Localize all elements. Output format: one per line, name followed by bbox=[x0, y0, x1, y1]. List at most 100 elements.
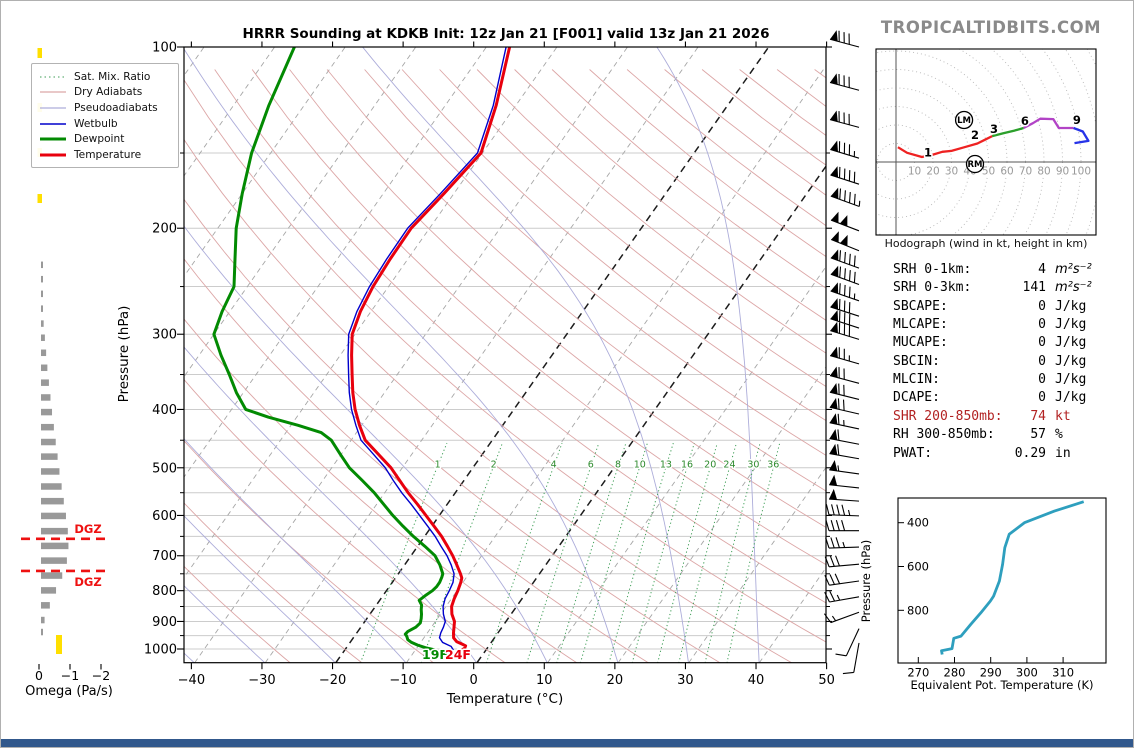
omega-bar bbox=[41, 290, 43, 298]
wind-barb bbox=[830, 187, 861, 207]
omega-bar bbox=[41, 483, 62, 490]
watermark-logo: TROPICALTIDBITS.COM bbox=[880, 18, 1102, 37]
temp-tick-label: 50 bbox=[818, 673, 835, 688]
omega-positive-marker bbox=[37, 194, 42, 203]
wind-barb bbox=[830, 346, 860, 365]
wind-barb bbox=[825, 537, 860, 549]
wind-barb bbox=[829, 443, 860, 460]
omega-positive-marker bbox=[56, 635, 62, 654]
wind-barb bbox=[829, 73, 860, 91]
omega-bar bbox=[41, 602, 50, 609]
hodo-ring-label: 50 bbox=[982, 166, 995, 178]
wind-barb bbox=[829, 413, 860, 430]
mix-ratio-label: 2 bbox=[491, 460, 497, 471]
wind-barb bbox=[830, 249, 860, 269]
legend-item-label: Dry Adiabats bbox=[74, 86, 143, 99]
omega-bar bbox=[41, 628, 43, 636]
omega-bar bbox=[41, 305, 43, 312]
stat-value: 0 bbox=[1038, 317, 1046, 333]
omega-bar bbox=[41, 527, 68, 535]
wind-barb bbox=[829, 30, 860, 48]
stat-value: 141 bbox=[1022, 280, 1046, 296]
stat-unit: m²s⁻² bbox=[1055, 262, 1092, 277]
omega-bar bbox=[41, 438, 56, 446]
wind-barb bbox=[842, 642, 860, 675]
theta-e-panel: 270 280 290 300 310 400 600 800 bbox=[897, 497, 1107, 680]
stat-value: 0 bbox=[1038, 298, 1046, 314]
stat-row: SRH 0-3km: 141 m²s⁻² bbox=[893, 280, 1109, 295]
omega-bar bbox=[41, 364, 48, 372]
hodo-ring-label: 80 bbox=[1037, 166, 1050, 178]
hodograph-trace-6_9 bbox=[1023, 117, 1074, 130]
hodo-ring-label: 10 bbox=[908, 166, 921, 178]
omega-bar bbox=[41, 557, 67, 564]
stat-value: 0 bbox=[1038, 353, 1046, 369]
omega-bar bbox=[41, 423, 54, 431]
temp-tick-label: 30 bbox=[677, 673, 694, 688]
wind-barb bbox=[823, 611, 860, 624]
theta-e-curve bbox=[940, 500, 1085, 655]
omega-bar bbox=[41, 542, 69, 550]
wind-barb bbox=[830, 231, 860, 252]
stat-row: SHR 200-850mb: 74 kt bbox=[893, 409, 1109, 424]
hodograph-trace-3_6 bbox=[991, 126, 1024, 138]
pressure-tick-label: 500 bbox=[152, 461, 177, 476]
omega-xlabel: Omega (Pa/s) bbox=[25, 684, 113, 699]
footer-bar bbox=[1, 739, 1133, 747]
stat-unit: J/kg bbox=[1055, 335, 1087, 351]
omega-bar bbox=[41, 572, 63, 579]
legend-item-label: Wetbulb bbox=[74, 117, 118, 130]
stat-label: DCAPE: bbox=[893, 390, 940, 406]
temp-tick-label: −20 bbox=[319, 673, 346, 688]
legend-line-sample bbox=[40, 91, 66, 93]
stat-row: SBCIN: 0 J/kg bbox=[893, 354, 1109, 369]
omega-positive-marker bbox=[37, 48, 42, 58]
wind-barb bbox=[829, 366, 860, 384]
wind-barb bbox=[829, 429, 860, 445]
hodograph-trace-9_plus bbox=[1073, 126, 1090, 145]
stat-row: MLCIN: 0 J/kg bbox=[893, 372, 1109, 387]
stat-label: RH 300-850mb: bbox=[893, 427, 995, 443]
stat-label: SRH 0-3km: bbox=[893, 280, 972, 296]
hodo-ring-label: 100 bbox=[1071, 166, 1091, 178]
wind-barb bbox=[824, 591, 860, 603]
hodo-height-label: 9 bbox=[1073, 113, 1081, 127]
stat-label: PWAT: bbox=[893, 445, 933, 461]
storm-motion-label-lm: LM bbox=[957, 116, 971, 126]
stat-value: 0 bbox=[1038, 372, 1046, 388]
stat-label: SRH 0-1km: bbox=[893, 262, 972, 277]
hodo-ring-label: 90 bbox=[1056, 166, 1069, 178]
stat-value: 0 bbox=[1038, 390, 1046, 406]
temp-tick-label: 10 bbox=[536, 673, 553, 688]
temp-tick-label: 20 bbox=[607, 673, 624, 688]
stat-label: SBCIN: bbox=[893, 353, 940, 369]
skewt-profile-curves bbox=[212, 47, 512, 652]
page-title: HRRR Sounding at KDKB Init: 12z Jan 21 [… bbox=[243, 26, 770, 42]
legend-line-sample bbox=[40, 76, 66, 78]
legend-item-wetbulb: Wetbulb bbox=[39, 116, 171, 132]
pressure-tick-label: 200 bbox=[152, 222, 177, 237]
stat-row: DCAPE: 0 J/kg bbox=[893, 390, 1109, 405]
stat-unit: J/kg bbox=[1055, 390, 1087, 406]
hodo-height-label: 2 bbox=[971, 128, 979, 142]
wind-barb bbox=[835, 628, 860, 657]
omega-bar bbox=[41, 408, 53, 416]
hodo-height-label: 3 bbox=[990, 122, 998, 136]
temp-tick-label: −30 bbox=[248, 673, 275, 688]
stat-unit: in bbox=[1055, 445, 1071, 461]
temp-tick-label: 40 bbox=[748, 673, 765, 688]
wind-barb-column bbox=[823, 30, 861, 675]
legend-line-sample bbox=[40, 153, 66, 157]
wind-barb bbox=[829, 459, 860, 475]
wind-barb bbox=[825, 520, 859, 532]
theta-e-x-tick-label: 280 bbox=[944, 666, 966, 680]
wind-barb bbox=[825, 504, 860, 517]
stat-row: RH 300-850mb: 57 % bbox=[893, 427, 1109, 442]
wind-barb bbox=[829, 488, 860, 502]
mix-ratio-label: 20 bbox=[704, 460, 716, 471]
wind-barb bbox=[830, 310, 860, 329]
pressure-tick-label: 300 bbox=[152, 328, 177, 343]
omega-bar bbox=[41, 394, 51, 401]
omega-bar bbox=[41, 468, 60, 475]
stat-label: MUCAPE: bbox=[893, 335, 948, 351]
